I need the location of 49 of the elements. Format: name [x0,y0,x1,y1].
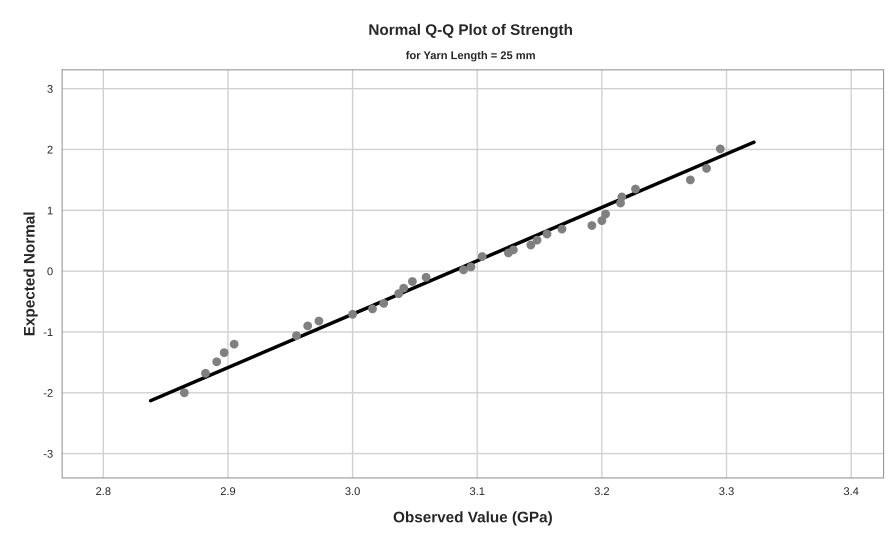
point [422,272,431,282]
y-tick-label: 3 [47,84,53,93]
point [399,284,408,293]
y-tick-label: -2 [44,389,53,397]
point [588,221,596,230]
point [597,216,606,226]
point [408,277,417,286]
point [542,230,552,238]
y-tick-label: 1 [48,206,53,214]
point [508,245,518,254]
point [558,224,566,234]
y-tick-label: 2 [48,146,53,154]
x-tick-label: 3.1 [470,487,484,496]
point [180,388,189,398]
point [348,310,357,319]
chart-title: Normal Q-Q Plot of Strength [369,24,572,38]
point [532,236,542,245]
x-tick-label: 3.0 [345,487,360,496]
point [368,304,377,314]
point [466,262,476,272]
point [702,164,711,173]
x-tick-label: 3.3 [719,487,734,496]
x-tick-label: 3.2 [594,487,610,496]
x-axis-title: Observed Value (GPa) [394,511,552,526]
point [230,340,239,349]
point [478,252,487,261]
y-axis-title: Expected Normal [23,212,38,336]
point [201,368,210,378]
point [394,289,404,298]
point [631,184,640,194]
point [220,348,229,358]
x-tick-label: 2.9 [220,487,236,496]
y-tick-label: 0 [47,267,53,276]
point [686,176,695,184]
point [459,266,468,274]
point [314,316,324,326]
point [292,331,301,340]
point [303,321,312,330]
point [212,357,222,366]
chart-subtitle: for Yarn Length = 25 mm [406,51,535,62]
point [526,240,536,250]
y-tick-label: -3 [44,450,53,458]
y-tick-label: -1 [44,328,53,336]
point [601,210,610,218]
point [716,144,725,154]
x-tick-label: 2.8 [96,487,111,496]
x-tick-label: 3.4 [844,487,859,496]
point [379,298,388,308]
point [617,192,626,202]
